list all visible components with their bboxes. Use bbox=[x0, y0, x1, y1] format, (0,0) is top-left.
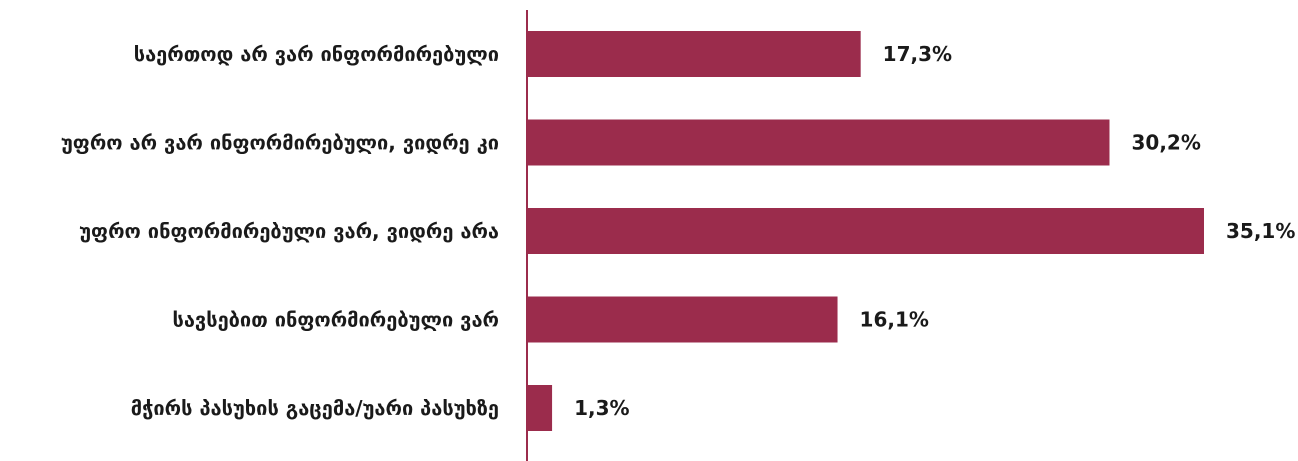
value-label-0: 17,3% bbox=[883, 42, 952, 66]
category-label-3: სავსებით ინფორმირებული ვარ bbox=[172, 308, 499, 332]
category-label-4: მჭირს პასუხის გაცემა/უარი პასუხზე bbox=[131, 396, 499, 420]
value-label-4: 1,3% bbox=[574, 396, 629, 420]
category-label-0: საერთოდ არ ვარ ინფორმირებული bbox=[134, 42, 499, 66]
category-label-1: უფრო არ ვარ ინფორმირებული, ვიდრე კი bbox=[61, 131, 499, 155]
value-label-1: 30,2% bbox=[1131, 131, 1200, 155]
bar-3 bbox=[527, 296, 838, 343]
value-label-3: 16,1% bbox=[860, 308, 929, 332]
bar-2 bbox=[527, 208, 1204, 254]
bar-0 bbox=[527, 31, 861, 77]
value-label-2: 35,1% bbox=[1226, 219, 1295, 243]
value-labels-group: 17,3% 30,2% 35,1% 16,1% 1,3% bbox=[574, 42, 1295, 420]
bars-group bbox=[527, 31, 1204, 431]
bar-1 bbox=[527, 119, 1110, 166]
bar-4 bbox=[527, 385, 553, 431]
category-labels-group: საერთოდ არ ვარ ინფორმირებული უფრო არ ვარ … bbox=[61, 42, 499, 420]
category-label-2: უფრო ინფორმირებული ვარ, ვიდრე არა bbox=[79, 219, 499, 243]
